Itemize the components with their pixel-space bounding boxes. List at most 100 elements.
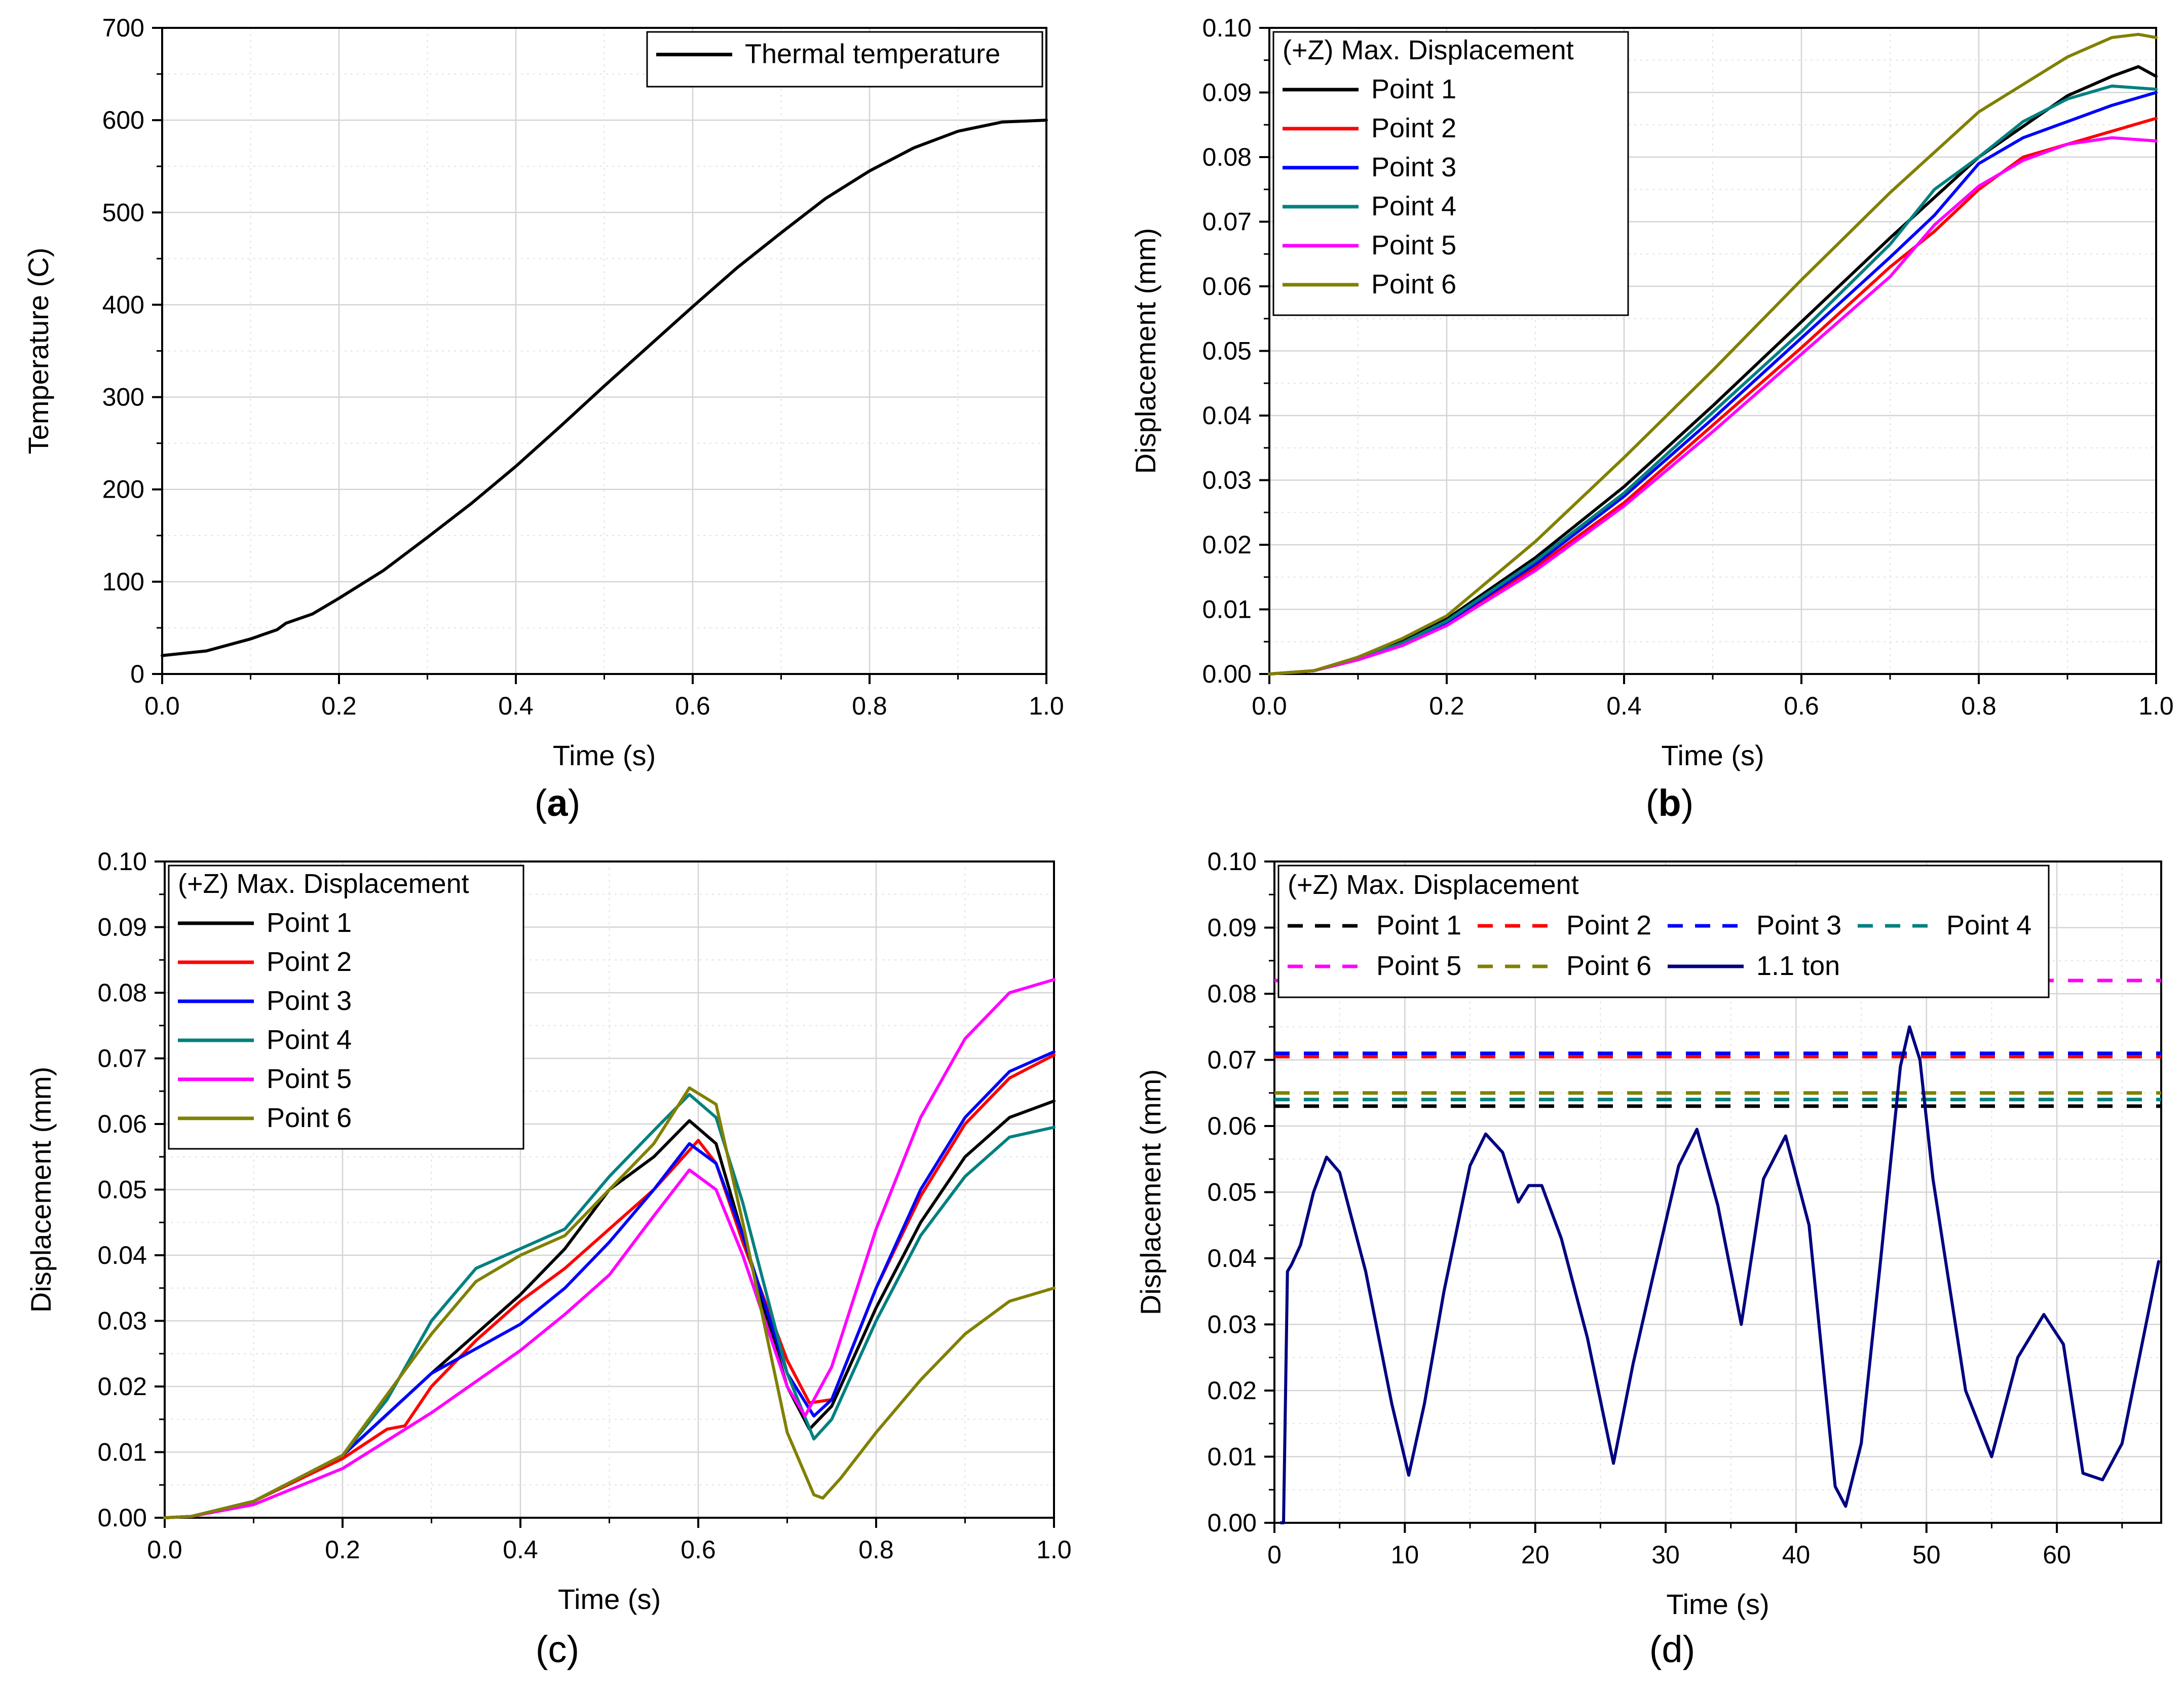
- y-tick-label: 0.01: [98, 1438, 147, 1467]
- x-tick-label: 0.8: [1961, 692, 1997, 720]
- legend-box: [1272, 31, 1629, 316]
- y-tick-label: 0.00: [98, 1504, 147, 1532]
- y-tick-label: 0.03: [1202, 466, 1252, 495]
- x-tick-label: 0.0: [1252, 692, 1287, 720]
- series-group: [161, 119, 1048, 657]
- x-tick-label: 10: [1391, 1541, 1419, 1569]
- y-tick-label: 0.07: [98, 1044, 147, 1073]
- y-tick-label: 0.02: [1202, 531, 1252, 559]
- y-tick-label: 0.07: [1208, 1046, 1257, 1074]
- legend-entry-label: Point 4: [1371, 191, 1456, 221]
- panel-label: (c): [536, 1628, 579, 1670]
- x-tick-label: 0.4: [503, 1535, 538, 1564]
- y-tick-label: 100: [102, 568, 144, 596]
- panel-label-letter: a: [547, 782, 568, 824]
- panel-label-letter: b: [1658, 782, 1681, 824]
- legend-entry-label: Point 3: [1756, 910, 1841, 941]
- chart-panel-d: 0 10 20 30 40 50 60 0.00 0.01 0.02 0.03 0.04 0.05 0.0…: [1135, 847, 2162, 1670]
- y-tick-label: 0.08: [1208, 980, 1257, 1008]
- legend-entry-label: Point 1: [1376, 910, 1461, 941]
- y-tick-label: 0.02: [98, 1372, 147, 1401]
- x-axis-title: Time (s): [558, 1583, 661, 1615]
- y-tick-label: 0.09: [98, 913, 147, 942]
- legend-title: (+Z) Max. Displacement: [1283, 35, 1574, 65]
- y-tick-label: 0.01: [1202, 595, 1252, 624]
- panel-label-close-paren: ): [1683, 1628, 1696, 1670]
- chart-panel-c: 0.0 0.2 0.4 0.6 0.8 1.0 0.00 0.01 0.02 0.03 0.04 0.…: [25, 847, 1072, 1670]
- series-line-thermal-temperature: [161, 119, 1048, 657]
- panel-label-open-paren: (: [535, 782, 547, 824]
- y-tick-label: 0.00: [1208, 1509, 1257, 1537]
- legend-box: [646, 31, 1043, 88]
- legend-entry-label: Point 3: [1371, 152, 1456, 182]
- y-tick-label: 400: [102, 290, 144, 319]
- axes: 0.0 0.2 0.4 0.6 0.8 1.0 0.00 0.01 0.02 0.03 0.04 0.…: [98, 847, 1072, 1564]
- panel-label-open-paren: (: [536, 1628, 548, 1670]
- legend-title: (+Z) Max. Displacement: [1288, 870, 1579, 900]
- panel-label: (b): [1646, 782, 1694, 824]
- series-line-point-3: [163, 1050, 1056, 1519]
- x-tick-label: 30: [1651, 1541, 1680, 1569]
- x-tick-label: 0.0: [147, 1535, 182, 1564]
- legend-box: [168, 865, 524, 1150]
- legend-entry-label: Point 2: [267, 947, 352, 977]
- x-tick-label: 0.0: [144, 692, 180, 720]
- x-tick-label: 1.0: [2138, 692, 2174, 720]
- legend-entry-label: Point 2: [1371, 113, 1456, 143]
- y-tick-label: 0.05: [1202, 337, 1252, 365]
- legend-entry-label: Point 5: [267, 1064, 352, 1094]
- legend: Thermal temperature: [646, 31, 1043, 88]
- legend-entry-label: 1.1 ton: [1756, 951, 1840, 981]
- legend-entry-label: Point 6: [1566, 951, 1651, 981]
- legend-entry-label: Point 2: [1566, 910, 1651, 941]
- x-tick-label: 0.2: [325, 1535, 360, 1564]
- y-tick-label: 0.04: [98, 1241, 147, 1269]
- series-line-point-5: [163, 978, 1056, 1519]
- x-tick-label: 0: [1267, 1541, 1282, 1569]
- legend-entry-label: Point 6: [1371, 269, 1456, 299]
- legend-entry-label: Point 4: [267, 1025, 352, 1055]
- panel-label-letter: c: [548, 1628, 567, 1670]
- y-tick-label: 0.06: [1202, 272, 1252, 301]
- x-tick-label: 0.6: [681, 1535, 716, 1564]
- y-tick-label: 0.10: [1208, 847, 1257, 876]
- y-tick-label: 0.08: [98, 979, 147, 1007]
- x-tick-label: 0.8: [852, 692, 887, 720]
- y-tick-label: 0.04: [1202, 401, 1252, 430]
- series-group: [1268, 32, 2158, 676]
- x-tick-label: 60: [2043, 1541, 2071, 1569]
- legend-entry-label: Point 1: [1371, 74, 1456, 104]
- axes: 0 10 20 30 40 50 60 0.00 0.01 0.02 0.03 0.04 0.05 0.0…: [1208, 847, 2123, 1569]
- x-tick-label: 1.0: [1029, 692, 1064, 720]
- panel-label: (a): [535, 782, 580, 824]
- panel-label: (d): [1649, 1628, 1695, 1670]
- x-tick-label: 0.6: [675, 692, 710, 720]
- y-tick-label: 0.03: [98, 1307, 147, 1335]
- y-tick-label: 0: [130, 660, 144, 688]
- y-tick-label: 0.02: [1208, 1376, 1257, 1405]
- grid-lines: [161, 27, 1047, 675]
- panel-label-open-paren: (: [1646, 782, 1659, 824]
- y-axis-title: Temperature (C): [22, 248, 54, 455]
- legend-entry-label: Point 5: [1371, 230, 1456, 260]
- legend-box: [1277, 865, 2050, 998]
- series-group: [163, 978, 1056, 1519]
- x-tick-label: 50: [1912, 1541, 1941, 1569]
- y-tick-label: 0.09: [1202, 79, 1252, 107]
- series-group: [1274, 979, 2161, 1524]
- legend-entry-label: Point 4: [1946, 910, 2031, 941]
- chart-panel-b: 0.0 0.2 0.4 0.6 0.8 1.0 0.00 0.01 0.02 0.03 0.04 0.…: [1129, 14, 2174, 824]
- panel-label-close-paren: ): [567, 1628, 580, 1670]
- x-tick-label: 0.2: [321, 692, 357, 720]
- y-tick-label: 0.00: [1202, 660, 1252, 688]
- y-tick-label: 600: [102, 106, 144, 134]
- y-tick-label: 0.06: [98, 1110, 147, 1138]
- y-axis-title: Displacement (mm): [1129, 228, 1161, 474]
- axes: 0.0 0.2 0.4 0.6 0.8 1.0 0.00 0.01 0.02 0.03 0.04 0.…: [1202, 14, 2174, 720]
- x-axis-title: Time (s): [1666, 1588, 1769, 1620]
- y-tick-label: 0.07: [1202, 208, 1252, 236]
- y-tick-label: 0.05: [1208, 1178, 1257, 1207]
- y-tick-label: 0.09: [1208, 914, 1257, 942]
- legend-entry-label: Point 5: [1376, 951, 1461, 981]
